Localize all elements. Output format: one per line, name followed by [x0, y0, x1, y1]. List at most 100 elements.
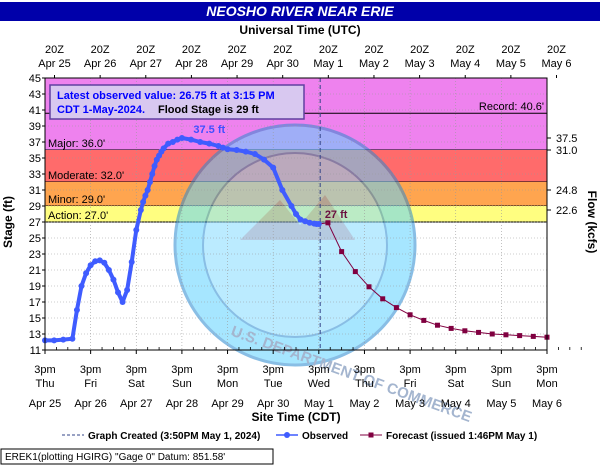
bottom-tick-date: May 1	[304, 398, 334, 410]
band-label-major: Major: 36.0'	[48, 138, 105, 150]
y-tick-label: 37	[29, 137, 41, 149]
observed-point	[73, 307, 80, 313]
title-bar	[0, 2, 600, 21]
observed-point	[188, 136, 195, 143]
bottom-tick-time: 3pm	[536, 364, 557, 376]
y-tick-label: 31	[29, 185, 41, 197]
y-tick-label: 45	[29, 73, 41, 85]
observed-point	[288, 203, 295, 209]
bottom-tick-time: 3pm	[445, 364, 466, 376]
bottom-tick-date: Apr 28	[166, 398, 198, 410]
observed-point	[96, 257, 103, 264]
observed-point	[110, 276, 117, 283]
observed-point	[174, 136, 181, 143]
top-tick-time: 20Z	[410, 44, 429, 56]
chart-title: NEOSHO RIVER NEAR ERIE	[206, 3, 394, 19]
bottom-tick-day: Mon	[217, 378, 238, 390]
footer: EREK1(plotting HGIRG) "Gage 0" Datum: 85…	[0, 448, 274, 465]
top-tick-time: 20Z	[228, 44, 247, 56]
observed-point	[60, 336, 67, 343]
top-tick-time: 20Z	[273, 44, 292, 56]
y-tick-label: 11	[30, 345, 41, 357]
band-label-moderate: Moderate: 32.0'	[48, 170, 124, 182]
legend-observed: Observed	[302, 431, 348, 442]
observed-point	[51, 337, 58, 344]
top-tick-time: 20Z	[182, 44, 201, 56]
bottom-tick-day: Sat	[128, 378, 145, 390]
legend-forecast: Forecast (issued 1:46PM May 1)	[386, 431, 537, 442]
observed-point	[160, 145, 167, 152]
legend-observed-marker	[284, 432, 290, 438]
forecast-point	[503, 332, 509, 338]
top-tick-date: Apr 27	[130, 58, 162, 70]
observed-point	[124, 287, 131, 293]
y-tick-label: 33	[29, 169, 41, 181]
observed-point	[165, 140, 172, 147]
top-tick-time: 20Z	[501, 44, 520, 56]
flow-tick-label: 24.8	[556, 185, 577, 197]
observed-point	[142, 192, 149, 199]
bottom-tick-time: 3pm	[217, 364, 238, 376]
bottom-tick-time: 3pm	[262, 364, 283, 376]
y-tick-label: 17	[29, 297, 41, 309]
observed-point	[105, 267, 112, 273]
observed-point	[144, 187, 151, 193]
band-label-minor: Minor: 29.0'	[48, 194, 105, 206]
forecast-point	[393, 305, 399, 311]
observed-point	[297, 216, 304, 223]
observed-point	[270, 164, 277, 171]
bottom-tick-time: 3pm	[126, 364, 147, 376]
flow-axis-label: Flow (kcfs)	[585, 191, 599, 254]
flood-band-labels: Major: 36.0' Moderate: 32.0' Minor: 29.0' A…	[48, 101, 544, 222]
noaa-watermark: U.S. DEPARTMENT OF COMMERCE	[173, 123, 474, 426]
observed-point	[149, 171, 156, 177]
observed-point	[242, 148, 249, 155]
top-tick-date: May 6	[542, 58, 572, 70]
bottom-tick-day: Sat	[447, 378, 464, 390]
forecast-point	[530, 333, 536, 339]
y-tick-label: 13	[29, 329, 41, 341]
observed-point	[128, 259, 135, 265]
bottom-tick-day: Sun	[492, 378, 512, 390]
observed-point	[87, 262, 94, 269]
bottom-tick-day: Thu	[36, 378, 55, 390]
bottom-tick-day: Tue	[264, 378, 283, 390]
y-tick-label: 41	[29, 105, 41, 117]
bottom-tick-date: May 3	[395, 398, 425, 410]
top-tick-date: Apr 30	[266, 58, 298, 70]
bottom-tick-day: Mon	[536, 378, 557, 390]
observed-point	[146, 179, 153, 185]
top-tick-date: Apr 29	[221, 58, 253, 70]
forecast-point	[476, 329, 482, 335]
forecast-point	[489, 331, 495, 337]
footer-text: EREK1(plotting HGIRG) "Gage 0" Datum: 85…	[5, 452, 225, 463]
observed-series	[42, 135, 322, 344]
top-tick-time: 20Z	[91, 44, 110, 56]
forecast-point	[407, 312, 413, 318]
flow-tick-label: 37.5	[556, 133, 577, 145]
bottom-tick-day: Thu	[355, 378, 374, 390]
observed-point	[119, 299, 126, 305]
top-tick-date: Apr 26	[84, 58, 116, 70]
bottom-tick-day: Fri	[84, 378, 97, 390]
bottom-tick-date: May 6	[532, 398, 562, 410]
bottom-tick-date: May 2	[349, 398, 379, 410]
top-axis-title: Universal Time (UTC)	[239, 23, 360, 37]
legend-created: Graph Created (3:50PM May 1, 2024)	[88, 431, 260, 442]
bottom-tick-time: 3pm	[354, 364, 375, 376]
observed-point	[69, 335, 76, 342]
top-tick-date: May 5	[496, 58, 526, 70]
y-tick-label: 27	[29, 217, 41, 229]
observed-point	[133, 227, 140, 233]
bottom-tick-time: 3pm	[491, 364, 512, 376]
top-tick-date: May 4	[450, 58, 480, 70]
top-tick-time: 20Z	[456, 44, 475, 56]
observed-point	[101, 259, 108, 266]
band-label-action: Action: 27.0'	[48, 210, 108, 222]
forecast-point	[325, 220, 331, 226]
top-tick-date: May 2	[359, 58, 389, 70]
bottom-tick-time: 3pm	[34, 364, 55, 376]
top-tick-date: Apr 28	[175, 58, 207, 70]
observed-point	[219, 144, 226, 151]
